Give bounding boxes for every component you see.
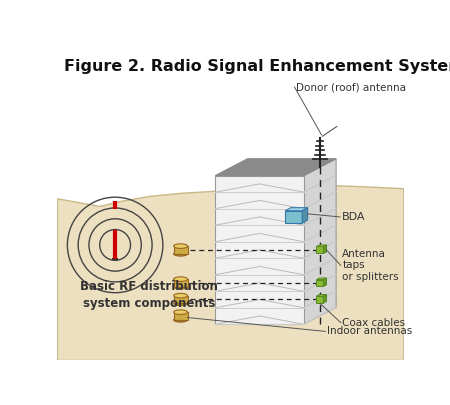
Ellipse shape [174, 301, 188, 306]
Bar [174, 312, 188, 320]
Ellipse shape [174, 293, 188, 298]
Polygon shape [215, 176, 304, 324]
Ellipse shape [174, 252, 188, 256]
Text: BDA: BDA [342, 212, 365, 222]
Text: Basic RF distribution
system components: Basic RF distribution system components [81, 280, 218, 310]
Bar [285, 211, 302, 223]
Text: Figure 2: Figure 2 [341, 122, 346, 123]
Polygon shape [304, 159, 336, 324]
Polygon shape [285, 208, 308, 211]
Bar [316, 279, 324, 286]
Bar [316, 247, 324, 254]
Bar [174, 279, 188, 287]
Ellipse shape [174, 318, 188, 322]
Polygon shape [316, 278, 327, 279]
Ellipse shape [174, 244, 188, 248]
Polygon shape [324, 245, 327, 254]
Ellipse shape [174, 277, 188, 281]
Bar [174, 246, 188, 254]
Text: Figure 2. Radio Signal Enhancement System: Figure 2. Radio Signal Enhancement Syste… [63, 60, 450, 75]
Text: Indoor antennas: Indoor antennas [327, 326, 412, 337]
Ellipse shape [174, 285, 188, 289]
Polygon shape [324, 294, 327, 303]
Polygon shape [58, 185, 404, 360]
Ellipse shape [174, 310, 188, 314]
Text: Donor (roof) antenna: Donor (roof) antenna [296, 82, 406, 92]
Text: Coax cables: Coax cables [342, 318, 405, 328]
Text: Antenna
taps
or splitters: Antenna taps or splitters [342, 249, 399, 282]
Polygon shape [302, 208, 308, 223]
Polygon shape [316, 245, 327, 247]
Polygon shape [215, 159, 336, 176]
Polygon shape [324, 278, 327, 286]
Bar [174, 296, 188, 303]
Polygon shape [316, 294, 327, 296]
Bar [316, 296, 324, 303]
